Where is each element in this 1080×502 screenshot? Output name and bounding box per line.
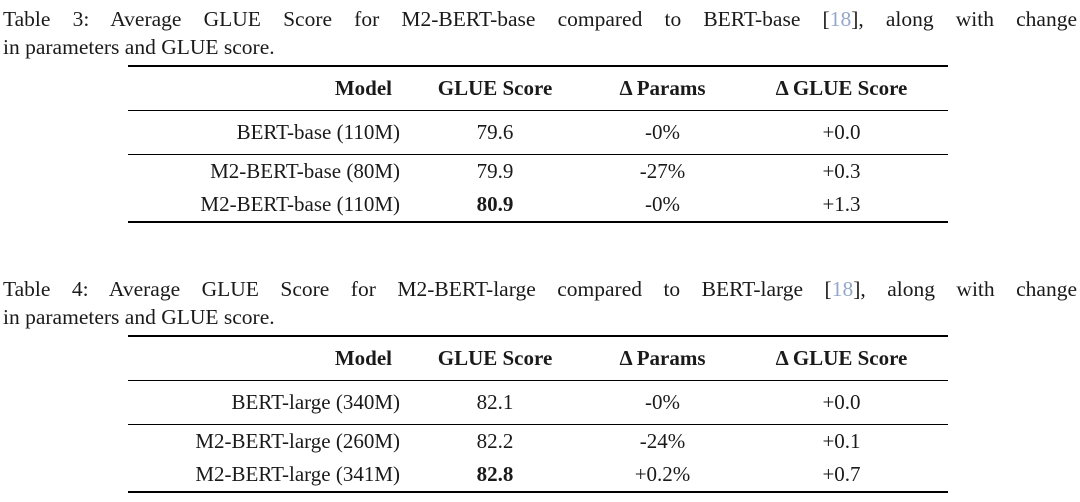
cell-glue-score: 79.9 [476,159,514,183]
citation-link-18[interactable]: 18 [831,277,854,301]
caption-text: Table 4: Average GLUE Score for M2-BERT-… [3,277,832,301]
cell-delta-glue-score: +0.7 [822,462,861,486]
cell-glue-score-best: 80.9 [476,192,514,216]
col-header-model: Model [334,76,392,100]
col-header-delta-params: Δ Params [619,76,706,100]
col-header-glue-score: GLUE Score [437,76,553,100]
col-header-delta-glue-score: Δ GLUE Score [775,346,908,370]
cell-delta-glue-score: +1.3 [822,192,861,216]
cell-glue-score: 82.2 [476,429,514,453]
col-header-model: Model [334,346,392,370]
cell-glue-score: 82.1 [476,390,514,414]
cell-glue-score: 79.6 [476,120,514,144]
cell-delta-glue-score: +0.0 [822,120,861,144]
cell-delta-params: +0.2% [634,462,691,486]
citation-link-18[interactable]: 18 [829,7,852,31]
col-header-delta-params: Δ Params [619,346,706,370]
table3-caption-line2: in parameters and GLUE score. [3,35,275,59]
glue-table-4: Model GLUE Score Δ Params Δ GLUE Score B… [128,335,948,493]
cell-model: BERT-large (340M) [231,390,400,414]
cell-delta-glue-score: +0.1 [822,429,861,453]
table-row-bert-base: BERT-base (110M) 79.6 -0% +0.0 [128,111,948,155]
cell-model: M2-BERT-large (260M) [195,429,400,453]
cell-model: M2-BERT-base (110M) [200,192,400,216]
cell-delta-glue-score: +0.3 [822,159,861,183]
cell-delta-params: -0% [645,120,680,144]
glue-table-3: Model GLUE Score Δ Params Δ GLUE Score B… [128,65,948,223]
cell-glue-score-best: 82.8 [476,462,514,486]
caption-text: ], along with change [851,7,1078,31]
table-row-m2-bert-large-341m: M2-BERT-large (341M) 82.8 +0.2% +0.7 [128,458,948,492]
table-row-m2-bert-base-110m: M2-BERT-base (110M) 80.9 -0% +1.3 [128,188,948,222]
cell-delta-params: -0% [645,390,680,414]
table-row-m2-bert-base-80m: M2-BERT-base (80M) 79.9 -27% +0.3 [128,155,948,189]
table3-caption: Table 3: Average GLUE Score for M2-BERT-… [0,0,1080,61]
caption-text: ], along with change [853,277,1077,301]
cell-delta-glue-score: +0.0 [822,390,861,414]
col-header-glue-score: GLUE Score [437,346,553,370]
table4-header-row: Model GLUE Score Δ Params Δ GLUE Score [128,336,948,381]
table4-caption: Table 4: Average GLUE Score for M2-BERT-… [0,275,1080,331]
col-header-delta-glue-score: Δ GLUE Score [775,76,908,100]
table3-caption-line1: Table 3: Average GLUE Score for M2-BERT-… [3,5,1077,33]
cell-delta-params: -27% [639,159,686,183]
cell-model: M2-BERT-large (341M) [195,462,400,486]
cell-model: BERT-base (110M) [236,120,400,144]
table4-caption-line2: in parameters and GLUE score. [3,305,275,329]
table-row-bert-large: BERT-large (340M) 82.1 -0% +0.0 [128,381,948,425]
cell-model: M2-BERT-base (80M) [210,159,400,183]
caption-text: Table 3: Average GLUE Score for M2-BERT-… [3,7,830,31]
cell-delta-params: -0% [645,192,680,216]
table3-header-row: Model GLUE Score Δ Params Δ GLUE Score [128,66,948,111]
table4-caption-line1: Table 4: Average GLUE Score for M2-BERT-… [3,275,1077,303]
cell-delta-params: -24% [639,429,686,453]
table-row-m2-bert-large-260m: M2-BERT-large (260M) 82.2 -24% +0.1 [128,425,948,459]
